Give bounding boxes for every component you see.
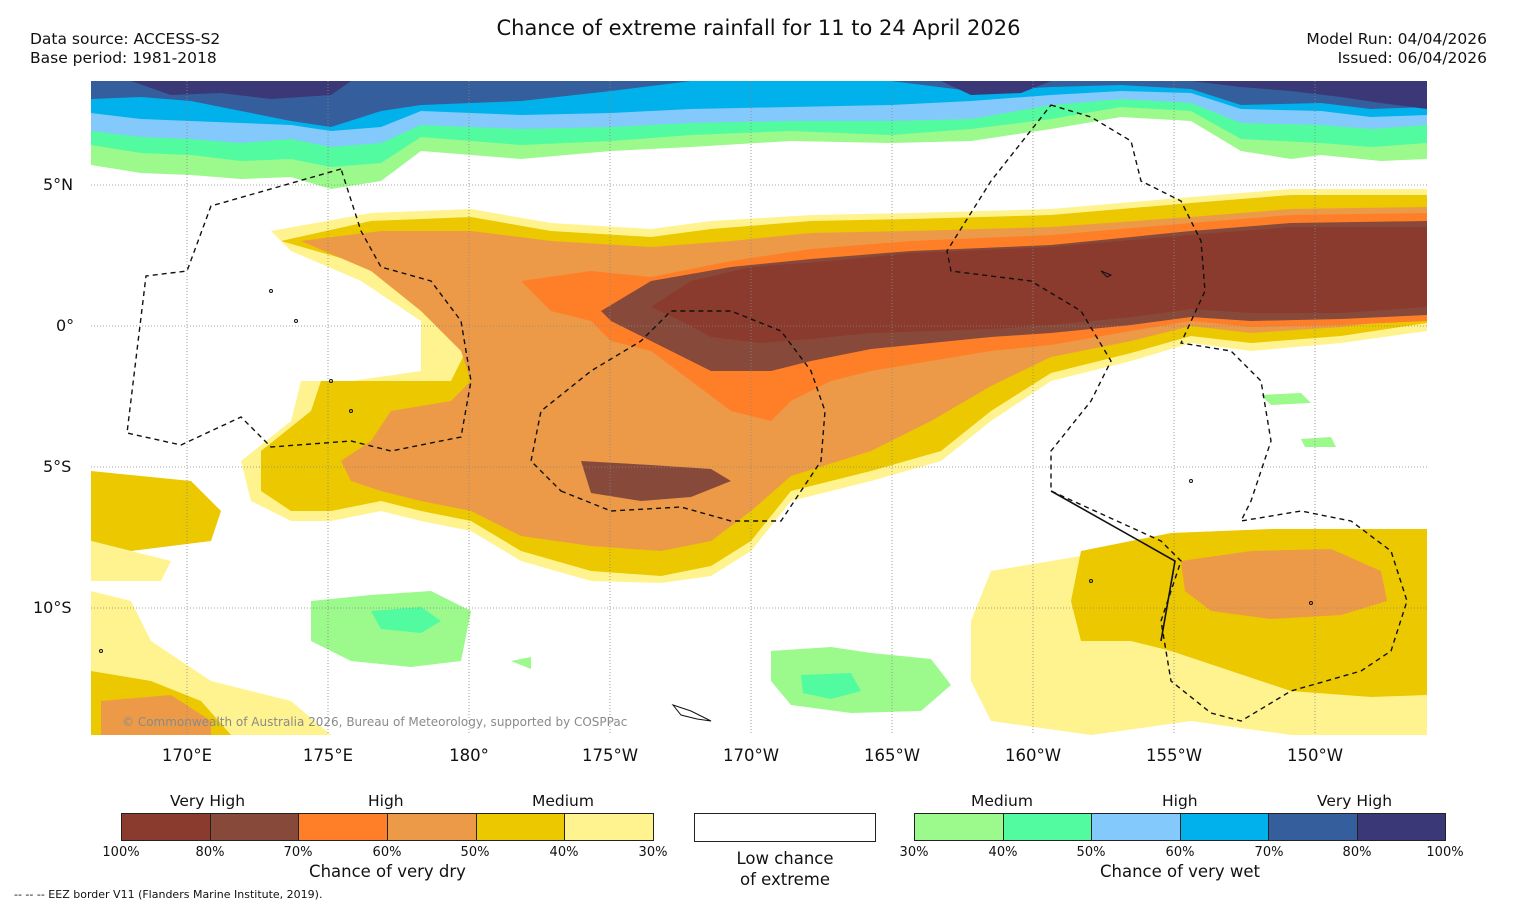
low-chance-line1: Low chance (736, 849, 834, 868)
dry-tick-50: 50% (460, 845, 490, 860)
dry-swatch-1 (122, 814, 211, 840)
dry-tick-70: 70% (283, 845, 313, 860)
low-chance-swatch (694, 813, 876, 842)
wet-swatch-2 (1003, 814, 1092, 840)
dry-tick-30: 30% (638, 845, 668, 860)
lon-label-180: 180° (449, 746, 489, 765)
lon-label-170w: 170°W (722, 746, 780, 765)
low-chance-caption: Low chance of extreme (694, 848, 876, 890)
wet-cat-very-high: Very High (1317, 792, 1393, 810)
wet-cat-high: High (1162, 792, 1198, 810)
dry-swatch-4 (388, 814, 477, 840)
wet-region-north (91, 81, 1427, 189)
wet-tick-70: 70% (1254, 845, 1284, 860)
dry-tick-40: 40% (549, 845, 579, 860)
wet-legend-caption: Chance of very wet (1100, 862, 1260, 881)
wet-colorbar (914, 813, 1446, 841)
wet-region-south (311, 393, 1336, 713)
lat-label-5n: 5°N (43, 175, 74, 194)
wet-swatch-1 (915, 814, 1004, 840)
rainfall-map[interactable] (91, 81, 1427, 735)
wet-tick-50: 50% (1076, 845, 1106, 860)
wet-cat-medium: Medium (971, 792, 1033, 810)
dry-cat-medium: Medium (532, 792, 594, 810)
dry-swatch-6 (565, 814, 654, 840)
islands (99, 270, 1313, 722)
map-title: Chance of extreme rainfall for 11 to 24 … (496, 16, 1021, 40)
lat-label-10s: 10°S (33, 598, 72, 617)
lon-label-155w: 155°W (1145, 746, 1203, 765)
dry-legend-caption: Chance of very dry (309, 862, 466, 881)
wet-swatch-5 (1269, 814, 1358, 840)
dry-cat-high: High (368, 792, 404, 810)
lon-label-175w: 175°W (581, 746, 639, 765)
eez-borders (126, 104, 1408, 722)
wet-swatch-6 (1357, 814, 1445, 840)
wet-tick-30: 30% (899, 845, 929, 860)
lon-label-160w: 160°W (1004, 746, 1062, 765)
wet-swatch-3 (1092, 814, 1181, 840)
lat-label-0: 0° (56, 316, 75, 335)
wet-tick-100: 100% (1426, 845, 1464, 860)
wet-tick-60: 60% (1165, 845, 1195, 860)
lat-label-5s: 5°S (43, 457, 72, 476)
issued-label: Issued: 06/04/2026 (1337, 49, 1487, 67)
data-source-info: Data source: ACCESS-S2 Base period: 1981… (30, 30, 220, 68)
dry-region-southwest (91, 471, 331, 735)
eez-footnote: -- -- -- EEZ border V11 (Flanders Marine… (14, 888, 323, 901)
dry-colorbar (121, 813, 654, 841)
copyright-notice: © Commonwealth of Australia 2026, Bureau… (122, 715, 628, 729)
lon-label-150w: 150°W (1286, 746, 1344, 765)
model-run-info: Model Run: 04/04/2026 Issued: 06/04/2026 (1306, 30, 1487, 68)
graticule (91, 81, 1427, 735)
base-period-label: Base period: 1981-2018 (30, 49, 217, 67)
dry-swatch-2 (210, 814, 300, 840)
dry-tick-100: 100% (102, 845, 140, 860)
boundary-line (1050, 490, 1176, 642)
low-chance-line2: of extreme (739, 870, 831, 889)
dry-swatch-3 (299, 814, 389, 840)
dry-tick-80: 80% (195, 845, 225, 860)
lon-label-165w: 165°W (863, 746, 921, 765)
dry-region-equatorial (241, 189, 1427, 583)
wet-swatch-4 (1180, 814, 1269, 840)
dry-cat-very-high: Very High (170, 792, 246, 810)
model-run-label: Model Run: 04/04/2026 (1306, 30, 1487, 48)
dry-swatch-5 (476, 814, 566, 840)
lon-label-175e: 175°E (302, 746, 354, 765)
wet-tick-80: 80% (1342, 845, 1372, 860)
data-source-label: Data source: ACCESS-S2 (30, 30, 221, 48)
dry-tick-60: 60% (372, 845, 402, 860)
lon-label-170e: 170°E (161, 746, 213, 765)
wet-tick-40: 40% (988, 845, 1018, 860)
